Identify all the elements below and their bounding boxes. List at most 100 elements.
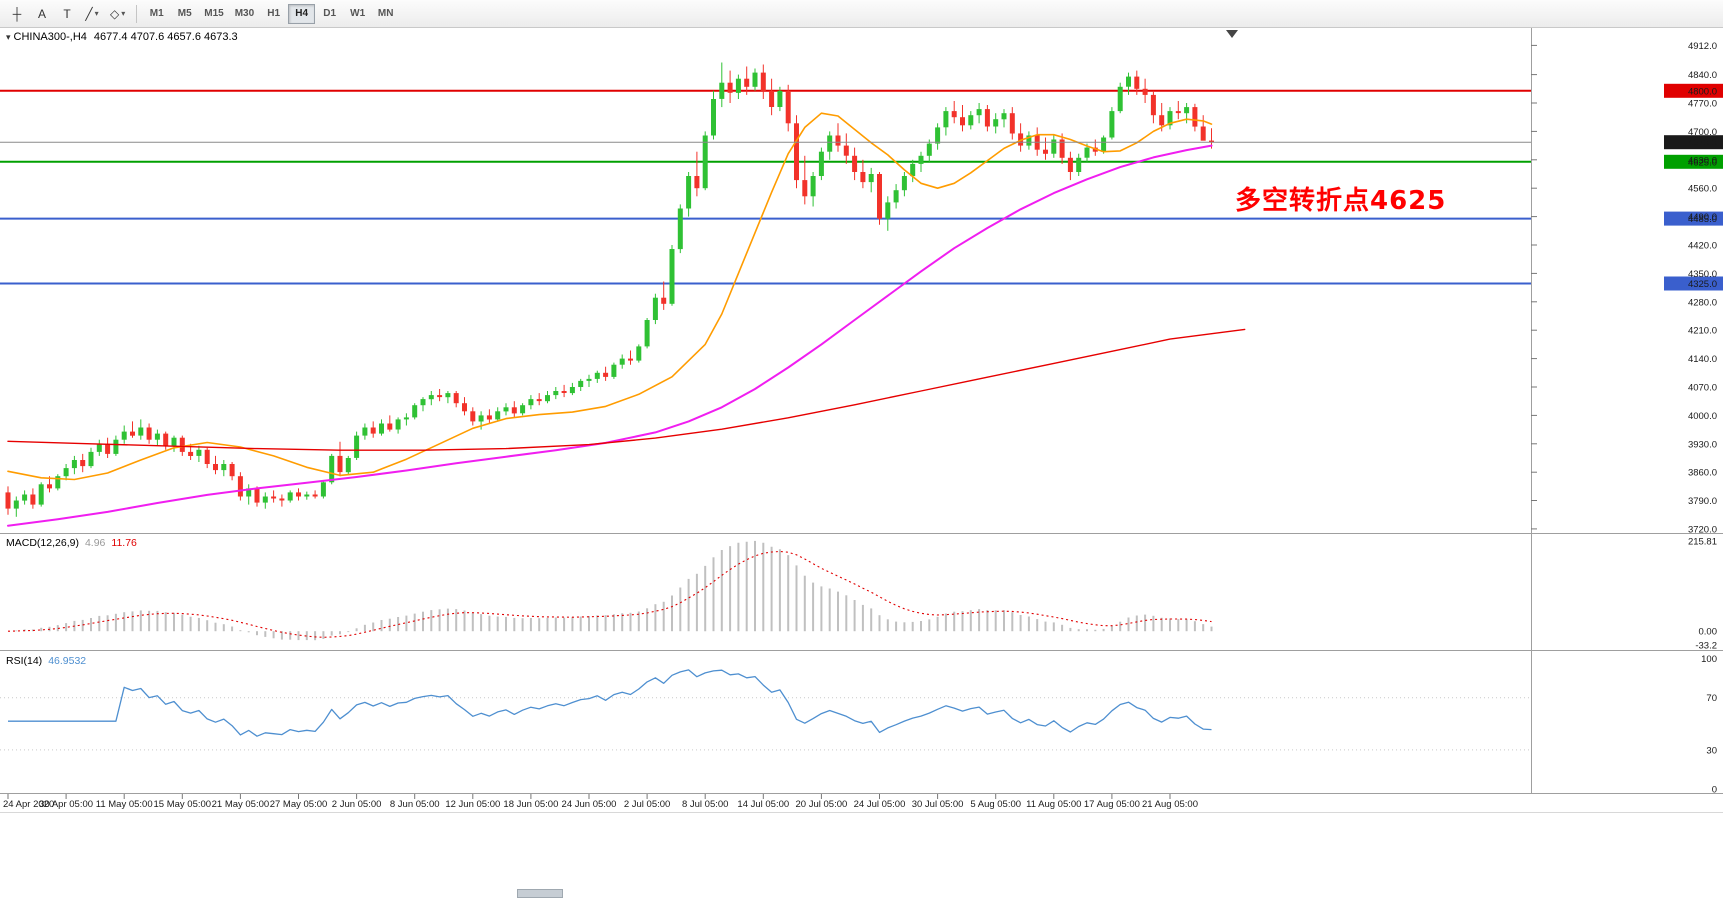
timeframe-button-h1[interactable]: H1 [260,4,287,24]
candle-body [486,415,492,420]
caret-down-icon: ▾ [121,9,126,18]
candle-body [254,488,260,503]
timeframe-button-w1[interactable]: W1 [344,4,371,24]
candle-body [586,378,592,381]
crosshair-tool-icon[interactable]: ┼ [5,3,29,25]
price-axis-label: 4560.0 [1688,184,1717,195]
candle-body [1134,76,1140,89]
price-badge [1664,135,1723,150]
time-axis-label: 14 Jul 05:00 [737,799,789,810]
timeframe-button-m30[interactable]: M30 [230,4,259,24]
candle-body [628,358,633,361]
candle-body [362,427,368,436]
candle-body [918,155,924,164]
current-price-line [0,30,1531,143]
candle-body [993,119,999,127]
candle-body [686,176,692,209]
candle-body [968,115,974,126]
timeframe-group: M1 M5 M15 M30 H1 H4 D1 W1 MN [143,3,399,24]
price-badge [1664,211,1723,226]
candle-body [470,411,476,422]
candle-body [395,419,401,430]
price-axis-label: 4770.0 [1688,99,1717,110]
chart-shift-marker[interactable] [1226,30,1238,38]
rsi-label: RSI(14) [6,655,43,667]
price-axis-label: 4420.0 [1688,241,1717,252]
candle-body [727,82,733,93]
time-axis-label: 15 May 05:00 [154,799,212,810]
timeframe-button-m1[interactable]: M1 [143,4,170,24]
price-axis-label: 4700.0 [1688,127,1717,138]
time-axis-label: 20 Jul 05:00 [796,799,848,810]
price-axis[interactable]: 4800.0 4625.0 4485.0 4325.0 4673.3 215.81 0.00… [1531,44,1723,796]
candle-body [262,496,268,503]
candle-body [984,109,990,127]
macd-pane [7,540,1213,641]
candle-body [976,109,982,116]
shapes-dropdown[interactable]: ◇ ▾ [105,3,130,25]
candle-body [370,427,376,434]
candle-body [827,135,833,152]
time-axis-label: 21 Aug 05:00 [1142,799,1198,810]
annotation-text[interactable]: 多空转折点4625 [1235,186,1447,216]
candle-body [412,405,418,418]
candle-body [852,155,858,172]
timeframe-button-h4[interactable]: H4 [288,3,316,24]
price-badge [1664,154,1723,169]
candle-body [171,437,177,446]
candle-body [271,496,277,499]
drawing-tools-group: ┼ A T ╱ ▾ ◇ ▾ [5,3,130,25]
time-axis-label: 24 Jul 05:00 [854,799,906,810]
candle-body [130,431,135,436]
text-tool-button[interactable]: A [30,3,54,25]
candle-body [196,449,202,456]
candle-body [536,399,542,402]
line-tools-dropdown[interactable]: ╱ ▾ [80,3,104,25]
price-axis-label: 4490.0 [1688,212,1717,223]
candle-body [88,451,94,467]
timeframe-button-m5[interactable]: M5 [171,4,198,24]
candle-body [96,443,102,452]
candle-body [711,99,716,136]
candle-body [213,464,218,471]
candle-body [702,135,708,189]
rsi-line [8,669,1212,737]
chart-dropdown-icon[interactable]: ▾ [6,32,11,42]
rsi-axis-label: 70 [1706,693,1717,704]
candle-body [785,90,791,124]
moving-averages [7,112,1246,527]
candle-body [495,411,501,420]
candle-body [1067,157,1073,172]
candle-body [121,431,127,440]
rsi-pane [0,669,1531,751]
candle-body [735,78,741,93]
candle-body [943,111,949,128]
candle-body [777,90,783,107]
price-axis-label: 4840.0 [1688,70,1717,81]
candle-body [453,393,459,404]
candle-body [744,78,750,87]
candle-body [794,123,799,181]
candle-body [578,380,584,387]
candles[interactable] [5,62,1215,517]
candle-body [677,208,683,250]
timeframe-button-mn[interactable]: MN [372,4,399,24]
horizontal-scrollbar-thumb[interactable] [517,889,563,898]
candle-body [287,492,293,501]
chart-symbol-timeframe: CHINA300-,H4 [13,31,87,43]
candle-body [860,172,866,183]
price-axis-label: 4912.0 [1688,41,1717,52]
timeframe-button-d1[interactable]: D1 [316,4,343,24]
candle-body [179,437,185,452]
candle-body [1159,115,1165,126]
candle-body [154,433,160,440]
timeframe-button-m15[interactable]: M15 [199,4,228,24]
macd-axis-label: -33.2 [1695,641,1717,652]
price-badge [1664,83,1723,98]
candle-body [379,423,384,434]
text-label-tool-button[interactable]: T [55,3,79,25]
ma-slow-line [7,328,1246,451]
rsi-label-line: RSI(14) 46.9532 [6,655,86,667]
